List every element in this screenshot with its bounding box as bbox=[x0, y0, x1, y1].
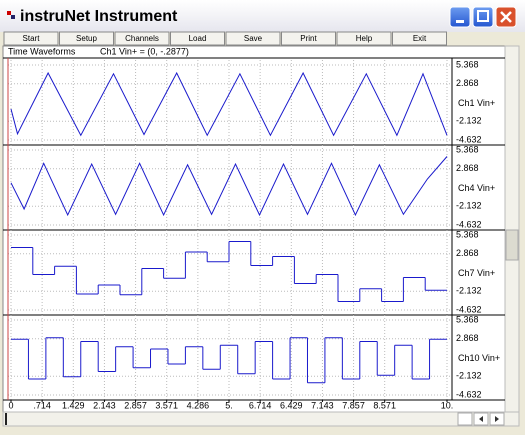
x-tick-label: 1.429 bbox=[62, 400, 85, 410]
x-tick-label: 6.429 bbox=[280, 400, 303, 410]
y-tick-label: 2.868 bbox=[456, 333, 479, 343]
y-tick-label: -4.632 bbox=[456, 134, 482, 144]
x-tick-label: 8.571 bbox=[373, 400, 396, 410]
app-icon bbox=[11, 15, 15, 19]
toolbar-button[interactable] bbox=[281, 31, 336, 46]
x-tick-label: 5. bbox=[225, 400, 233, 410]
channel-label: Ch10 Vin+ bbox=[458, 353, 500, 363]
toolbar-button-label: Setup bbox=[76, 34, 97, 43]
y-tick-label: 5.368 bbox=[456, 229, 479, 239]
toolbar-button-label: Save bbox=[244, 34, 263, 43]
x-tick-label: 0 bbox=[8, 400, 13, 410]
y-tick-label: -4.632 bbox=[456, 389, 482, 399]
toolbar-button-label: Load bbox=[189, 34, 207, 43]
toolbar-button[interactable] bbox=[3, 31, 59, 46]
x-tick-label: 10. bbox=[441, 400, 454, 410]
scroll-arrows bbox=[479, 416, 499, 422]
x-tick-label: 3.571 bbox=[155, 400, 178, 410]
toolbar-button[interactable] bbox=[392, 31, 447, 46]
y-tick-label: 5.368 bbox=[456, 59, 479, 69]
horizontal-scrollbar[interactable] bbox=[2, 411, 520, 427]
y-tick-label: -2.132 bbox=[456, 286, 482, 296]
channel-label: Ch1 Vin+ bbox=[458, 98, 495, 108]
close-icon bbox=[500, 11, 512, 23]
app-icon bbox=[7, 11, 11, 15]
toolbar-button[interactable] bbox=[114, 31, 170, 46]
vertical-scrollbar[interactable] bbox=[504, 45, 520, 413]
title-bar bbox=[0, 0, 525, 32]
toolbar-button[interactable] bbox=[170, 31, 225, 46]
status-view: Time Waveforms bbox=[8, 46, 76, 56]
x-tick-label: 2.143 bbox=[93, 400, 116, 410]
y-tick-label: 2.868 bbox=[456, 78, 479, 88]
y-tick-label: 5.368 bbox=[456, 314, 479, 324]
waveform bbox=[10, 156, 448, 217]
scroll-thumb[interactable] bbox=[5, 413, 7, 425]
waveform bbox=[10, 71, 448, 137]
x-tick-label: 2.857 bbox=[124, 400, 147, 410]
minimize-icon bbox=[456, 20, 464, 23]
toolbar-button-label: Channels bbox=[125, 34, 159, 43]
x-tick-label: 7.143 bbox=[311, 400, 334, 410]
y-tick-label: -2.132 bbox=[456, 201, 482, 211]
toolbar-button[interactable] bbox=[59, 31, 114, 46]
y-tick-label: -2.132 bbox=[456, 371, 482, 381]
toolbar-button-label: Print bbox=[300, 34, 317, 43]
toolbar-button-label: Exit bbox=[413, 34, 427, 43]
toolbar-button-label: Start bbox=[23, 34, 41, 43]
maximize-icon bbox=[477, 10, 489, 22]
plot-frame bbox=[2, 45, 506, 413]
channel-label: Ch4 Vin+ bbox=[458, 183, 495, 193]
y-tick-label: 2.868 bbox=[456, 248, 479, 258]
y-tick-label: -4.632 bbox=[456, 219, 482, 229]
x-tick-label: 7.857 bbox=[342, 400, 365, 410]
x-tick-label: .714 bbox=[33, 400, 51, 410]
status-cursor: Ch1 Vin+ = (0, -.2877) bbox=[100, 46, 189, 56]
y-tick-label: -2.132 bbox=[456, 116, 482, 126]
toolbar-button[interactable] bbox=[336, 31, 392, 46]
scroll-thumb[interactable] bbox=[505, 229, 519, 261]
toolbar-button-label: Help bbox=[356, 34, 373, 43]
minimize-button[interactable] bbox=[449, 6, 471, 28]
toolbar-button[interactable] bbox=[225, 31, 281, 46]
y-tick-label: -4.632 bbox=[456, 304, 482, 314]
x-tick-label: 4.286 bbox=[187, 400, 210, 410]
scroll-button[interactable] bbox=[457, 412, 473, 426]
channel-label: Ch7 Vin+ bbox=[458, 268, 495, 278]
y-tick-label: 2.868 bbox=[456, 163, 479, 173]
x-tick-label: 6.714 bbox=[249, 400, 272, 410]
window-title: instruNet Instrument bbox=[20, 8, 178, 25]
y-tick-label: 5.368 bbox=[456, 144, 479, 154]
